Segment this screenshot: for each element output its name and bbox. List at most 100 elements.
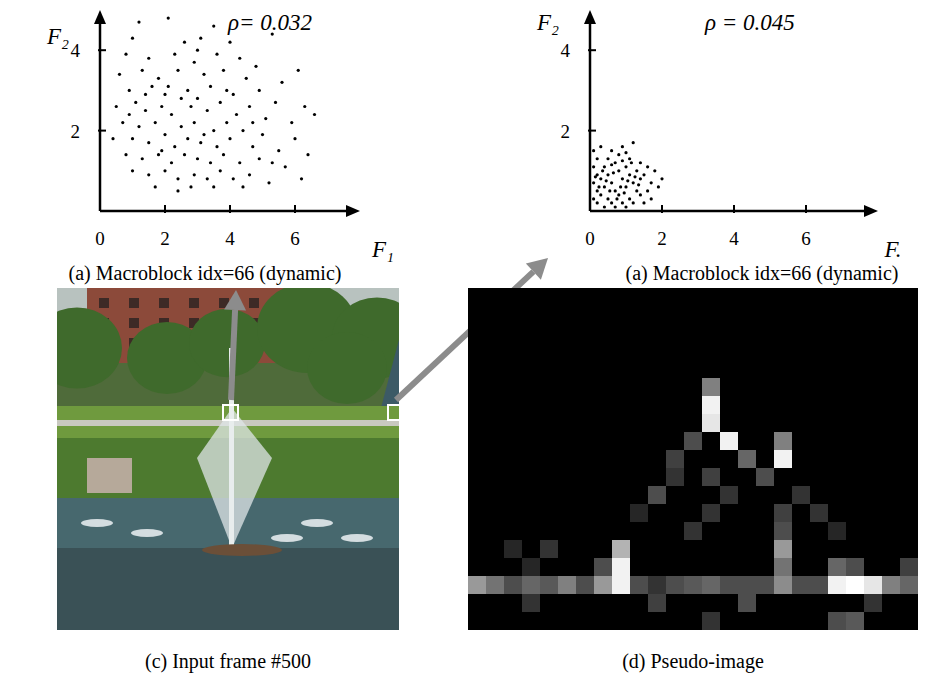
pseudo-cell <box>702 378 720 396</box>
point <box>596 189 599 192</box>
point <box>614 205 617 208</box>
point <box>605 179 608 182</box>
point <box>176 177 179 180</box>
x-tick <box>229 205 231 213</box>
point <box>254 65 257 68</box>
point <box>206 109 209 112</box>
point <box>628 197 631 200</box>
scatter-panel: 024624F₂F₁ρ= 0.032(a) Macroblock idx=66 … <box>46 10 394 285</box>
point <box>212 129 215 132</box>
pseudo-cell <box>882 576 900 594</box>
window <box>159 298 169 308</box>
point <box>241 129 244 132</box>
x-tick <box>805 205 807 213</box>
point <box>601 169 604 172</box>
point <box>650 197 653 200</box>
point <box>157 153 160 156</box>
point <box>621 145 624 148</box>
y-tick <box>98 130 106 132</box>
y-tick-label: 2 <box>71 121 81 142</box>
x-tick-label: 0 <box>585 228 595 249</box>
point <box>235 113 238 116</box>
panel-caption: (a) Macroblock idx=66 (dynamic) <box>626 262 899 285</box>
point <box>248 105 251 108</box>
pseudo-cell <box>756 576 774 594</box>
point <box>238 57 241 60</box>
point <box>137 20 140 23</box>
point <box>594 175 597 178</box>
point <box>180 125 183 128</box>
point <box>167 85 170 88</box>
pseudo-cell <box>702 414 720 432</box>
point <box>274 101 277 104</box>
point <box>603 185 606 188</box>
pseudo-cell <box>846 558 864 576</box>
panel-caption: (c) Input frame #500 <box>145 650 311 673</box>
point <box>212 24 215 27</box>
y-arrow <box>94 10 106 24</box>
point <box>610 201 613 204</box>
pseudo-cell <box>774 432 792 450</box>
point <box>209 85 212 88</box>
point <box>628 157 631 160</box>
macroblock-box <box>388 405 403 420</box>
pseudo-cell <box>846 612 864 630</box>
points <box>592 141 664 209</box>
pseudo-cell <box>774 540 792 558</box>
point <box>118 73 121 76</box>
point <box>646 165 649 168</box>
point <box>160 105 163 108</box>
point <box>228 41 231 44</box>
pseudo-cell <box>756 468 774 486</box>
pseudo-cell <box>612 540 630 558</box>
point <box>612 171 615 174</box>
point <box>202 133 205 136</box>
pseudo-cell <box>468 576 486 594</box>
x-tick-label: 6 <box>801 228 811 249</box>
pseudo-cell <box>540 576 558 594</box>
pseudo-cell <box>774 558 792 576</box>
point <box>238 161 241 164</box>
point <box>193 121 196 124</box>
point <box>277 149 280 152</box>
point <box>128 113 131 116</box>
pseudo-cell <box>738 576 756 594</box>
y-axis <box>99 20 102 211</box>
point <box>632 141 635 144</box>
pseudo-cell <box>720 486 738 504</box>
point <box>653 169 656 172</box>
y-tick <box>588 49 596 51</box>
x-arrow <box>864 205 878 217</box>
pseudo-cell <box>594 558 612 576</box>
pseudo-cell <box>666 576 684 594</box>
panel-caption: (a) Macroblock idx=66 (dynamic) <box>69 262 342 285</box>
window <box>189 298 199 308</box>
tree <box>189 309 265 377</box>
point <box>157 77 160 80</box>
point <box>646 189 649 192</box>
point <box>189 105 192 108</box>
point <box>167 16 170 19</box>
point <box>215 53 218 56</box>
point <box>599 177 602 180</box>
pseudo-cell <box>828 576 846 594</box>
y-axis-title: F₂ <box>46 24 69 49</box>
point <box>196 97 199 100</box>
point <box>617 169 620 172</box>
x-tick-label: 4 <box>729 228 739 249</box>
spray <box>131 529 163 537</box>
pseudo-cell <box>594 576 612 594</box>
point <box>592 197 595 200</box>
pseudo-cell <box>720 432 738 450</box>
point <box>610 149 613 152</box>
spray <box>341 534 373 542</box>
point <box>637 183 640 186</box>
point <box>300 177 303 180</box>
point <box>599 193 602 196</box>
point <box>619 185 622 188</box>
pseudo-cell <box>504 576 522 594</box>
point <box>592 165 595 168</box>
pointer-arrowhead <box>224 290 246 310</box>
point <box>271 33 274 36</box>
point <box>293 137 296 140</box>
